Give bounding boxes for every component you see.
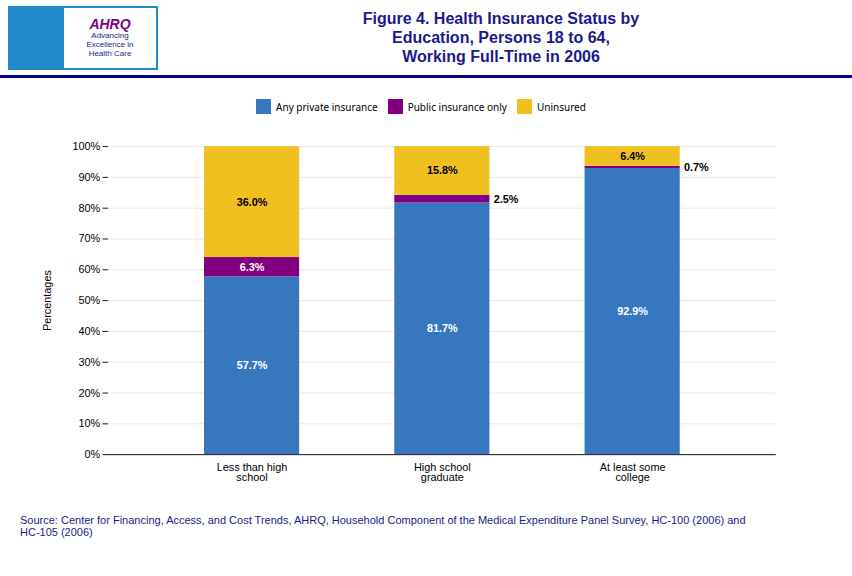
svg-text:6.3%: 6.3%	[240, 261, 265, 273]
svg-text:10%: 10%	[79, 417, 101, 429]
svg-text:60%: 60%	[79, 263, 101, 275]
svg-text:80%: 80%	[79, 202, 101, 214]
svg-text:40%: 40%	[79, 325, 101, 337]
svg-text:50%: 50%	[79, 294, 101, 306]
svg-text:70%: 70%	[79, 232, 101, 244]
svg-text:0.7%: 0.7%	[684, 161, 709, 173]
svg-text:92.9%: 92.9%	[617, 305, 648, 317]
svg-text:90%: 90%	[79, 171, 101, 183]
svg-text:81.7%: 81.7%	[427, 322, 458, 334]
html-text:Source: Center for Financing,: Source: Center for Financing, Access, an…	[20, 513, 746, 538]
svg-text:36.0%: 36.0%	[237, 196, 268, 208]
svg-text:At least somecollege: At least somecollege	[600, 461, 666, 484]
html-text:Advancing Excellence in Health: Advancing Excellence in Health Care	[86, 31, 134, 58]
svg-text:100%: 100%	[72, 140, 100, 152]
svg-text:Percentages: Percentages	[41, 270, 53, 332]
svg-text:High schoolgraduate: High schoolgraduate	[414, 461, 471, 484]
svg-text:6.4%: 6.4%	[620, 150, 645, 162]
html-text:Public insurance only: Public insurance only	[407, 99, 507, 114]
svg-text:0%: 0%	[85, 448, 101, 460]
svg-text:Less than highschool: Less than highschool	[217, 461, 288, 484]
html-text:Figure 4. Health Insurance Sta: Figure 4. Health Insurance Status by Edu…	[362, 9, 640, 66]
svg-text:2.5%: 2.5%	[494, 193, 519, 205]
svg-text:20%: 20%	[79, 387, 101, 399]
svg-text:57.7%: 57.7%	[237, 359, 268, 371]
html-text:Any private insurance: Any private insurance	[276, 99, 378, 114]
svg-text:30%: 30%	[79, 356, 101, 368]
svg-text:15.8%: 15.8%	[427, 164, 458, 176]
html-text:AHRQ: AHRQ	[89, 16, 131, 33]
html-text:Uninsured: Uninsured	[537, 99, 586, 114]
